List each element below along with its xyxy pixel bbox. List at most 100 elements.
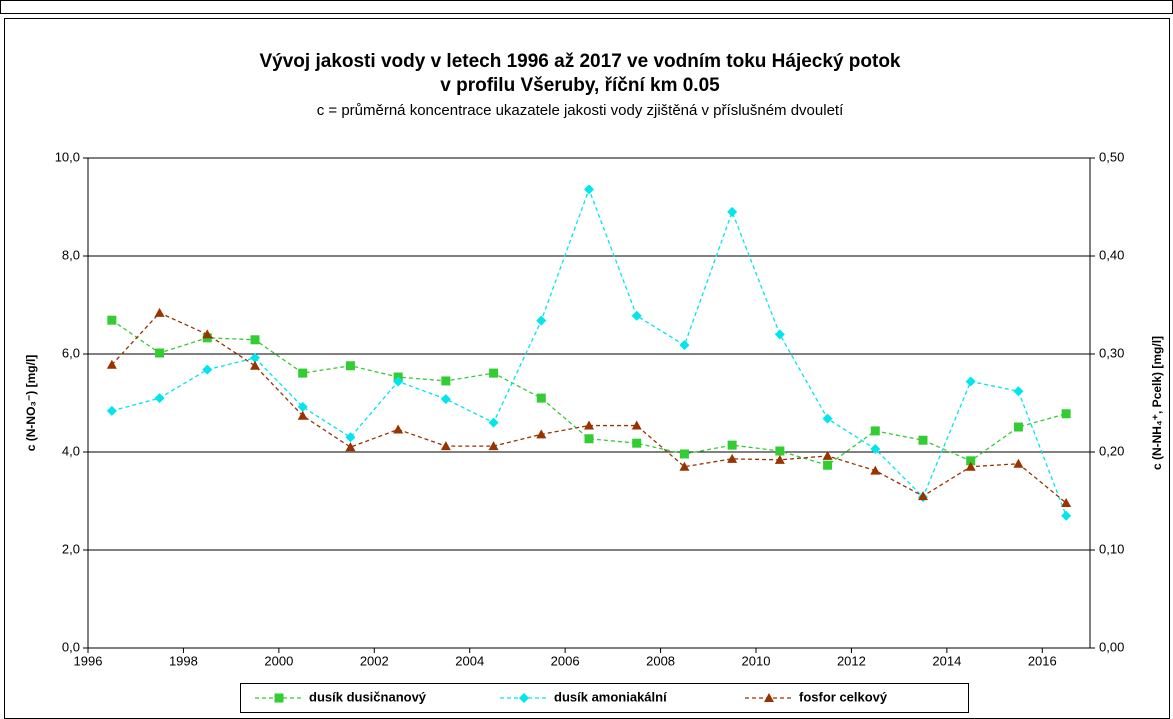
y2-tick-label: 0,40 [1099, 247, 1124, 262]
x-tick-label: 2010 [742, 653, 771, 668]
marker [154, 393, 165, 404]
y-tick-label: 10,0 [55, 149, 80, 164]
marker [965, 376, 976, 387]
marker [297, 410, 308, 420]
marker [631, 310, 642, 321]
x-tick-label: 2016 [1028, 653, 1057, 668]
marker [679, 340, 690, 351]
y-tick-label: 2,0 [62, 541, 80, 556]
chart-title: v profilu Všeruby, říční km 0.05 [440, 75, 720, 96]
y-axis-label: c (N-NO₃⁻) [mg/l] [24, 355, 38, 452]
legend-label: dusík dusičnanový [309, 689, 427, 704]
y2-tick-label: 0,50 [1099, 149, 1124, 164]
marker [393, 376, 404, 387]
marker [106, 359, 117, 369]
marker [345, 432, 356, 443]
marker [918, 491, 928, 501]
marker [584, 434, 594, 444]
marker [488, 441, 499, 451]
marker [822, 450, 833, 460]
marker [775, 446, 785, 456]
legend-label: fosfor celkový [799, 689, 888, 704]
marker [536, 393, 546, 403]
y2-tick-label: 0,00 [1099, 639, 1124, 654]
x-tick-label: 2012 [837, 653, 866, 668]
marker [154, 307, 165, 317]
marker [1061, 409, 1071, 419]
x-tick-label: 1998 [169, 653, 198, 668]
marker [727, 453, 738, 463]
marker [1013, 386, 1024, 397]
marker [584, 184, 594, 195]
y2-tick-label: 0,10 [1099, 541, 1124, 556]
x-tick-label: 1996 [74, 653, 103, 668]
marker [1061, 497, 1072, 507]
x-tick-label: 2002 [360, 653, 389, 668]
marker [1013, 422, 1023, 432]
chart-title: Vývoj jakosti vody v letech 1996 až 2017… [260, 51, 901, 72]
marker [298, 368, 308, 378]
marker [536, 429, 547, 439]
marker [774, 454, 785, 464]
marker [823, 460, 833, 470]
marker [679, 461, 690, 471]
marker [727, 206, 738, 217]
marker [965, 461, 976, 471]
chart-subtitle: c = průměrná koncentrace ukazatele jakos… [317, 102, 844, 119]
y-tick-label: 6,0 [62, 345, 80, 360]
marker [202, 329, 213, 339]
marker [822, 413, 833, 424]
y2-tick-label: 0,20 [1099, 443, 1124, 458]
marker [870, 465, 881, 475]
chart-frame [4, 18, 1170, 719]
x-tick-label: 2006 [551, 653, 580, 668]
marker [870, 426, 880, 436]
y2-tick-label: 0,30 [1099, 345, 1124, 360]
marker [488, 417, 499, 428]
y2-axis-label: c (N-NH₄⁺, Pcelk) [mg/l] [1150, 336, 1164, 470]
marker [870, 444, 881, 455]
marker [679, 449, 689, 459]
marker [106, 405, 117, 416]
x-tick-label: 2004 [455, 653, 484, 668]
x-tick-label: 2014 [932, 653, 961, 668]
legend-marker [519, 693, 529, 703]
marker [107, 315, 117, 325]
marker [727, 440, 737, 450]
marker [155, 348, 165, 358]
marker [297, 401, 308, 412]
marker [966, 456, 976, 466]
marker [774, 329, 785, 340]
marker [250, 335, 260, 345]
marker [489, 368, 499, 378]
marker [250, 352, 260, 363]
marker [250, 360, 260, 370]
marker [918, 435, 928, 445]
marker [536, 315, 547, 326]
legend-marker [764, 693, 774, 702]
legend-label: dusík amoniakální [554, 689, 667, 704]
marker [584, 420, 594, 430]
legend-marker [274, 693, 284, 703]
y-tick-label: 8,0 [62, 247, 80, 262]
top-frame [0, 0, 1173, 14]
series-line [111, 319, 1067, 466]
y-tick-label: 4,0 [62, 443, 80, 458]
series-line [111, 312, 1067, 504]
marker [393, 424, 404, 434]
marker [1013, 458, 1024, 468]
x-tick-label: 2000 [264, 653, 293, 668]
marker [440, 394, 451, 405]
marker [631, 420, 642, 430]
marker [345, 442, 356, 452]
legend [240, 683, 969, 713]
marker [202, 364, 213, 375]
plot-area [87, 157, 1091, 649]
marker [345, 361, 355, 371]
marker [441, 376, 451, 386]
y-tick-label: 0,0 [62, 639, 80, 654]
marker [632, 438, 642, 448]
x-tick-label: 2008 [646, 653, 675, 668]
